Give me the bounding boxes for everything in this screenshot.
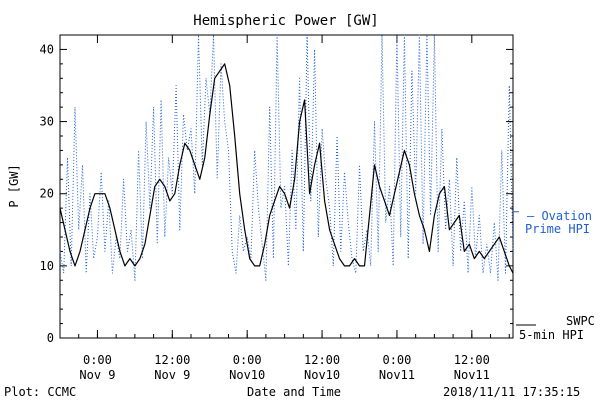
x-tick-label-date: Nov 9	[79, 368, 115, 382]
x-tick-label-time: 12:00	[454, 353, 490, 367]
x-tick-label-time: 0:00	[233, 353, 262, 367]
footer-credit: Plot: CCMC	[4, 385, 76, 399]
y-tick-label: 0	[47, 331, 54, 345]
plot-frame	[59, 34, 514, 339]
x-tick-label-time: 0:00	[83, 353, 112, 367]
y-tick-label: 20	[40, 187, 54, 201]
legend-ovation-line1: – Ovation	[527, 209, 592, 223]
legend-swpc-line2: 5-min HPI	[519, 328, 584, 342]
x-tick-label-date: Nov10	[304, 368, 340, 382]
footer-timestamp: 2018/11/11 17:35:15	[443, 385, 580, 399]
x-axis-label: Date and Time	[247, 385, 341, 399]
x-tick-label-date: Nov11	[454, 368, 490, 382]
y-tick-label: 10	[40, 259, 54, 273]
series-swpc-line	[59, 63, 514, 274]
legend-ovation-line2: Prime HPI	[525, 222, 590, 236]
y-tick-label: 30	[40, 115, 54, 129]
y-axis: 0 10 20 30 40	[40, 42, 513, 345]
x-tick-label-time: 12:00	[304, 353, 340, 367]
x-tick-label-time: 12:00	[154, 353, 190, 367]
x-tick-label-date: Nov 9	[154, 368, 190, 382]
x-tick-label-time: 0:00	[382, 353, 411, 367]
y-axis-label: P [GW]	[7, 164, 21, 207]
x-tick-label-date: Nov10	[229, 368, 265, 382]
series-ovation-line	[59, 34, 514, 281]
y-tick-label: 40	[40, 42, 54, 56]
legend: – Ovation Prime HPI SWPC 5-min HPI	[516, 209, 595, 342]
chart-title: Hemispheric Power [GW]	[193, 13, 378, 29]
x-tick-label-date: Nov11	[379, 368, 415, 382]
series-layer	[59, 34, 519, 281]
legend-swpc-line1: SWPC	[566, 314, 595, 328]
